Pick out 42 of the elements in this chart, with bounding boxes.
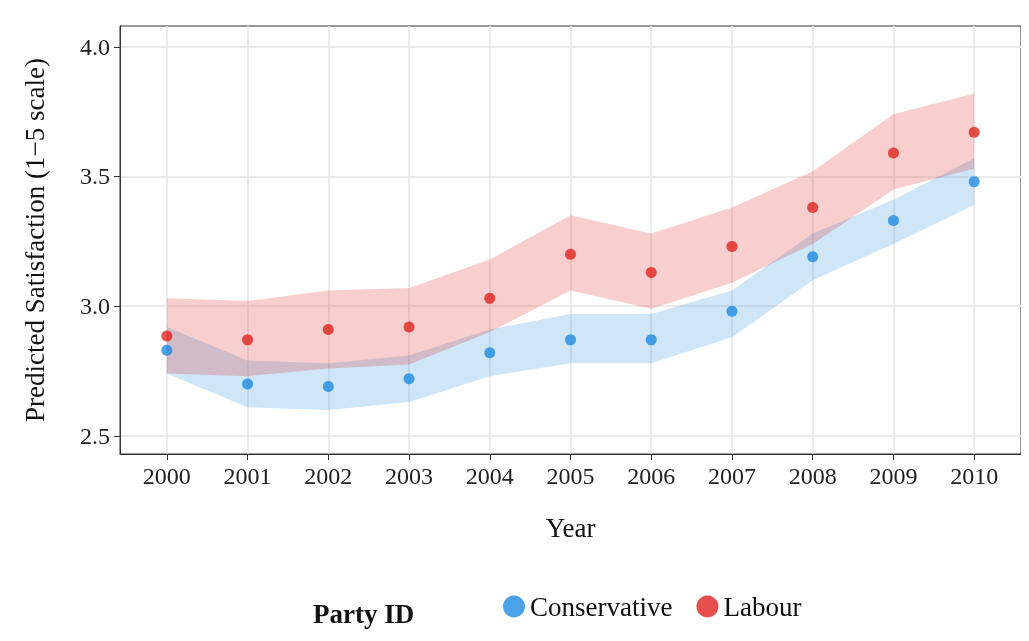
point [565,334,576,346]
point [484,347,496,359]
x-tick-label: 2000 [142,463,191,489]
point [161,344,173,356]
x-tick-label: 2004 [465,463,514,489]
x-tick-label: 2009 [869,463,918,489]
x-tick-label: 2008 [788,463,837,489]
point [322,381,334,393]
point [242,378,254,390]
point [807,251,819,263]
y-axis-title: Predicted Satisfaction (1−5 scale) [19,58,50,422]
y-tick-label: 3.5 [80,163,110,190]
y-tick-label: 2.5 [80,422,110,449]
x-tick-label: 2007 [707,463,756,489]
point [887,215,899,227]
x-tick-label: 2005 [546,463,595,489]
y-tick-label: 3.0 [80,293,110,320]
point [484,292,496,304]
point [161,330,173,342]
x-tick-label: 2002 [304,463,353,489]
legend-label: Conservative [530,591,673,622]
point [565,248,576,260]
point [403,321,415,333]
point [242,334,254,346]
x-tick-label: 2010 [950,463,999,489]
point [322,323,334,335]
point [726,240,738,252]
point [645,266,657,278]
y-tick-label: 4.0 [80,33,110,60]
x-tick-label: 2003 [385,463,434,489]
point [726,305,738,317]
point [645,334,657,346]
x-tick-label: 2006 [627,463,676,489]
point [968,176,980,188]
x-axis-title: Year [545,512,596,543]
point [968,126,980,138]
x-tick-label: 2001 [223,463,272,489]
point [403,373,415,385]
point [807,202,819,214]
point [887,147,899,159]
legend-title: Party ID [313,598,415,629]
legend-label: Labour [723,591,802,622]
